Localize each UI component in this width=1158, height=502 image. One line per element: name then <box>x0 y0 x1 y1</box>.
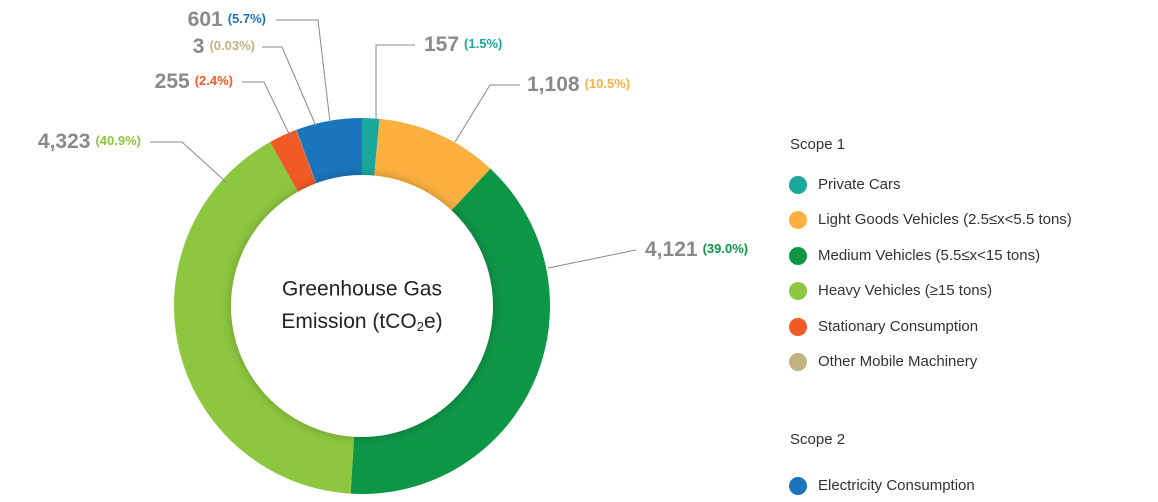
donut-segment <box>350 168 550 495</box>
percent-label: (39.0%) <box>703 241 749 256</box>
value-label: 255 <box>155 70 190 93</box>
value-label: 3 <box>193 35 205 58</box>
legend-label: Private Cars <box>818 176 901 193</box>
percent-label: (5.7%) <box>228 11 266 26</box>
legend-label: Medium Vehicles (5.5≤x<15 tons) <box>818 247 1040 264</box>
legend-swatch <box>789 282 807 300</box>
donut-segment <box>362 118 380 182</box>
legend-swatch <box>789 211 807 229</box>
data-label: 4,323 (40.9%) <box>38 130 141 153</box>
title-part: e) <box>424 310 443 333</box>
leader-line <box>276 19 331 123</box>
chart-title: Greenhouse Gas <box>282 278 442 301</box>
percent-label: (40.9%) <box>95 133 141 148</box>
legend-swatch <box>789 477 807 495</box>
donut-segment <box>270 129 319 197</box>
percent-label: (10.5%) <box>585 76 631 91</box>
leader-line <box>375 44 415 122</box>
legend-label: Stationary Consumption <box>818 318 978 335</box>
legend-header: Scope 2 <box>790 431 845 448</box>
value-label: 157 <box>424 33 459 56</box>
legend-swatch <box>789 353 807 371</box>
legend-swatch <box>789 247 807 265</box>
legend-label: Heavy Vehicles (≥15 tons) <box>818 282 992 299</box>
percent-label: (1.5%) <box>464 36 502 51</box>
leader-line <box>242 81 293 141</box>
legend-swatch <box>789 318 807 336</box>
legend-header: Scope 1 <box>790 136 845 153</box>
percent-label: (2.4%) <box>195 73 233 88</box>
percent-label: (0.03%) <box>209 38 255 53</box>
donut-segment <box>296 118 362 189</box>
donut-segment <box>295 129 319 189</box>
legend-label: Light Goods Vehicles (2.5≤x<5.5 tons) <box>818 211 1072 228</box>
data-label: 601 (5.7%) <box>188 8 266 31</box>
chart-title: Emission (tCO2e) <box>281 310 442 335</box>
legend-label: Electricity Consumption <box>818 477 975 494</box>
donut-segment <box>174 141 355 494</box>
value-label: 4,121 <box>645 238 698 261</box>
legend-label: Other Mobile Machinery <box>818 353 978 370</box>
value-label: 4,323 <box>38 130 91 153</box>
leader-line <box>262 46 317 127</box>
donut <box>174 118 550 495</box>
donut-segment <box>373 118 491 215</box>
value-label: 601 <box>188 8 223 31</box>
data-label: 157 (1.5%) <box>424 33 502 56</box>
donut-center <box>231 175 493 437</box>
value-label: 1,108 <box>527 73 580 96</box>
leader-line <box>454 84 520 143</box>
title-subscript: 2 <box>417 319 424 334</box>
data-label: 3 (0.03%) <box>193 35 255 58</box>
leader-line <box>547 249 637 269</box>
data-label: 4,121 (39.0%) <box>645 238 748 261</box>
data-label: 1,108 (10.5%) <box>527 73 630 96</box>
leader-line <box>150 141 227 183</box>
legend-swatch <box>789 176 807 194</box>
data-label: 255 (2.4%) <box>155 70 233 93</box>
title-part: Emission (tCO <box>281 310 416 333</box>
